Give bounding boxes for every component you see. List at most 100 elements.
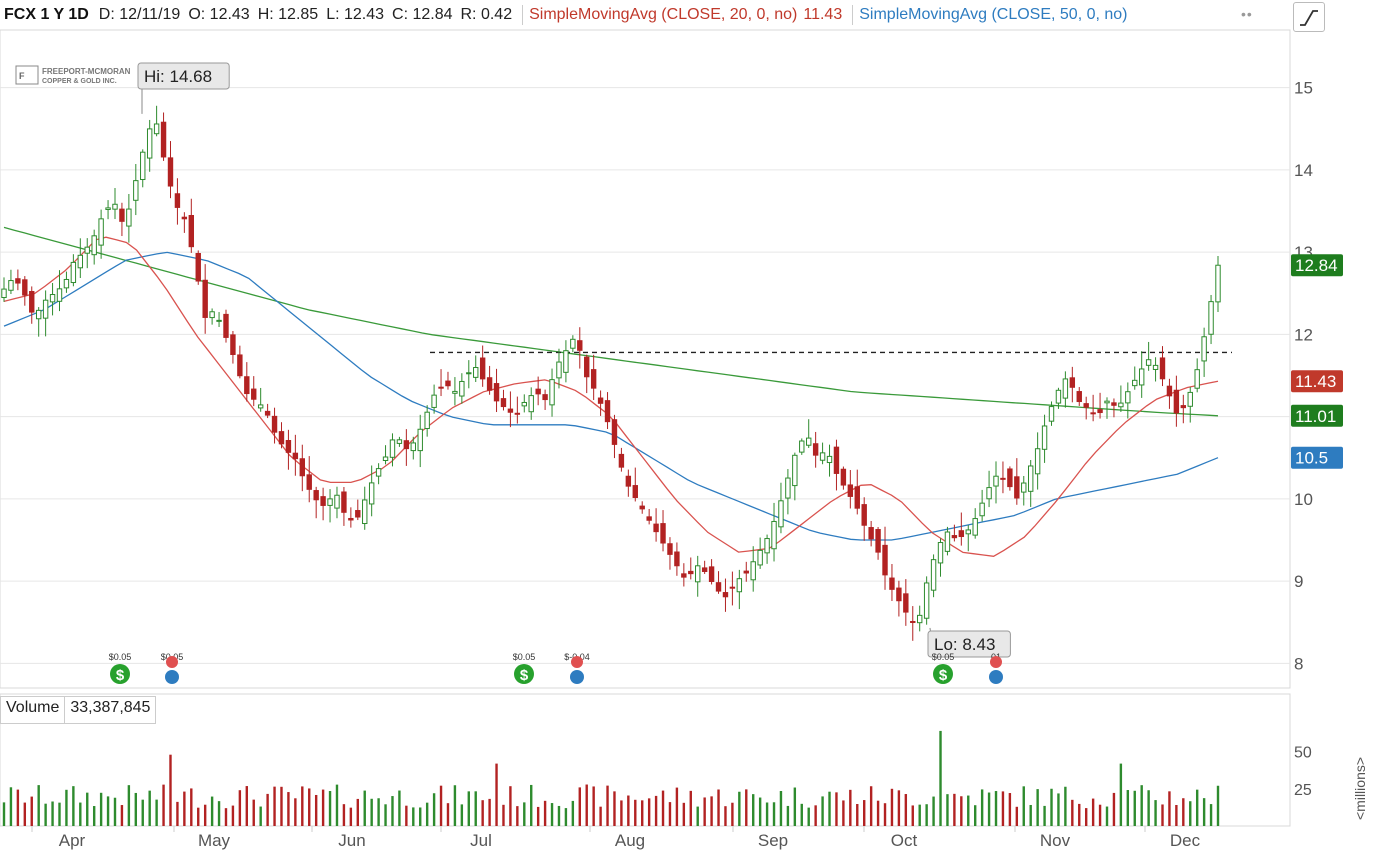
candle-body xyxy=(1180,405,1187,409)
volume-bar xyxy=(1036,789,1039,826)
candle-body xyxy=(1173,389,1180,414)
sma20-study-label[interactable]: SimpleMovingAvg (CLOSE, 20, 0, no) xyxy=(529,6,798,23)
conference-icon xyxy=(165,670,179,684)
candle-body xyxy=(77,254,84,269)
candle-body xyxy=(382,456,389,461)
candle-body xyxy=(98,218,104,246)
candle-body xyxy=(799,440,805,453)
volume-bar xyxy=(231,805,235,826)
candle-body xyxy=(119,208,125,222)
price-label-text: 12.84 xyxy=(1295,256,1338,275)
volume-bar xyxy=(314,794,318,826)
volume-bar xyxy=(1195,789,1199,826)
candle-body xyxy=(889,577,895,590)
candle-body xyxy=(729,586,736,589)
candle-body xyxy=(660,523,666,544)
volume-bar xyxy=(259,806,262,826)
volume-bar xyxy=(190,788,193,826)
price-label-box xyxy=(1291,254,1343,277)
volume-bar xyxy=(197,807,200,826)
candle-body xyxy=(1152,364,1159,370)
candle-body xyxy=(646,516,652,521)
candle-body xyxy=(792,454,798,487)
volume-bar xyxy=(1112,792,1116,826)
low-callout-box xyxy=(927,630,1011,658)
volume-bar xyxy=(65,789,68,826)
volume-bar xyxy=(453,785,457,826)
y-tick-label: 8 xyxy=(1294,654,1303,673)
volume-bar xyxy=(72,786,75,826)
candle-body xyxy=(917,614,923,624)
candle-body xyxy=(771,520,777,550)
candle-body xyxy=(91,235,97,256)
candle-body xyxy=(375,468,382,477)
volume-bar xyxy=(203,804,207,826)
volume-bar xyxy=(1084,808,1088,826)
candle-body xyxy=(972,518,978,536)
sma50-study-label[interactable]: SimpleMovingAvg (CLOSE, 50, 0, no) xyxy=(859,6,1128,23)
header-divider xyxy=(522,5,524,25)
x-tick-label: May xyxy=(198,831,231,850)
volume-bar xyxy=(488,798,491,826)
volume-bar xyxy=(1119,763,1123,826)
candle-body xyxy=(570,338,576,349)
event-value-label: $0.05 xyxy=(161,652,184,662)
volume-bar xyxy=(495,763,498,826)
candle-body xyxy=(903,593,909,613)
volume-bar xyxy=(1209,804,1213,826)
volume-bar xyxy=(606,785,609,826)
symbol-label[interactable]: FCX 1 Y 1D xyxy=(4,6,89,23)
volume-legend: Volume 33,387,845 xyxy=(0,696,157,724)
candle-body xyxy=(8,280,14,291)
ellipsis-icon[interactable]: •• xyxy=(1241,6,1253,22)
candle-body xyxy=(840,468,847,486)
volume-unit-label: <millions> xyxy=(1352,756,1368,820)
volume-bar xyxy=(1202,798,1206,826)
candle-body xyxy=(209,311,215,319)
candle-body xyxy=(160,121,167,158)
price-panel xyxy=(0,29,1291,689)
candle-body xyxy=(819,452,826,461)
drawing-tool-icon[interactable] xyxy=(1293,2,1325,32)
candle-body xyxy=(29,290,35,313)
volume-bar xyxy=(1161,804,1164,826)
volume-bar xyxy=(675,787,679,826)
candle-body xyxy=(22,279,28,296)
volume-bar xyxy=(1043,805,1046,826)
logo-line2: COPPER & GOLD INC. xyxy=(42,78,117,85)
candle-body xyxy=(278,431,285,445)
candle-body xyxy=(133,180,139,201)
volume-bar xyxy=(890,788,894,826)
candle-body xyxy=(806,437,812,446)
volume-tick-label: 50 xyxy=(1294,745,1312,762)
volume-bar xyxy=(1057,793,1060,826)
volume-bar xyxy=(308,788,311,826)
volume-bar xyxy=(627,795,630,826)
volume-bar xyxy=(932,796,935,826)
high-callout-box xyxy=(137,62,230,90)
volume-bar xyxy=(828,791,831,826)
candle-body xyxy=(757,549,763,566)
volume-bar xyxy=(634,799,637,826)
candle-body xyxy=(910,620,916,623)
candle-body xyxy=(417,428,423,452)
candle-body xyxy=(112,203,118,210)
candle-body xyxy=(701,567,708,572)
price-label-text: 11.43 xyxy=(1295,372,1336,391)
volume-bar xyxy=(1105,806,1109,826)
volume-bar xyxy=(939,730,942,826)
volume-bar xyxy=(120,805,124,826)
candle-body xyxy=(937,542,944,564)
candle-body xyxy=(847,484,854,497)
volume-bar xyxy=(79,802,82,826)
candle-body xyxy=(667,543,673,555)
candle-body xyxy=(389,439,396,458)
candle-body xyxy=(951,535,958,539)
volume-bar xyxy=(349,807,353,826)
candle-body xyxy=(611,419,618,445)
volume-bar xyxy=(446,803,450,826)
volume-bar xyxy=(814,805,817,826)
volume-bar xyxy=(460,804,464,826)
volume-bar xyxy=(1098,804,1102,826)
